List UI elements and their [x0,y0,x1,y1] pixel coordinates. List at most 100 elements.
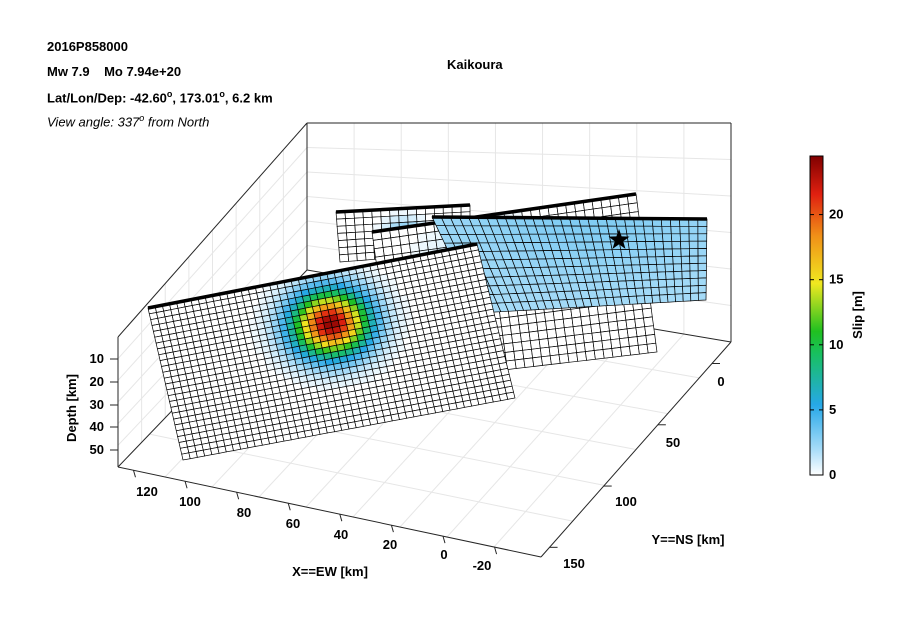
z-tick-label: 40 [90,419,104,434]
x-tick-label: 40 [334,527,348,542]
z-axis-label: Depth [km] [64,374,79,442]
slip-patch [672,255,682,265]
slip-patch [611,347,623,358]
colorbar-tick-label: 0 [829,467,836,482]
slip-patch [355,245,366,254]
slip-patch [398,214,409,223]
slip-patch [679,233,690,242]
slip-patch [663,256,674,265]
x-tick-label: 80 [237,505,251,520]
axis-ticks: 120 100 80 60 40 20 0 -20 0 50 100 150 10 20 30 40 50 [90,351,725,573]
slip-patch [697,255,707,264]
slip-patch [654,248,665,258]
slip-patch [689,277,699,287]
slip-patch [562,317,574,329]
slip-patch [364,237,375,247]
slip-patch [671,240,682,250]
slip-patch [505,391,516,400]
slip-patch [622,264,634,274]
slip-patch [606,312,618,323]
slip-patch [600,330,612,342]
slip-patch [417,240,429,252]
slip-patch [585,350,596,361]
event-id: 2016P858000 [47,39,128,54]
slip-patch [651,294,661,304]
x-tick-label: 0 [440,547,447,562]
slip-patch [646,342,658,354]
slip-patch [565,334,576,346]
slip-patch [635,326,647,337]
slip-patch [602,348,614,359]
slip-patch [535,312,546,323]
slip-patch [697,233,708,242]
slip-patch [556,336,568,347]
slip-patch [640,271,651,281]
slip-patch [688,233,699,242]
slip-patch [365,251,376,261]
slip-patch [647,256,657,265]
slip-patch [346,231,357,241]
slip-patch [636,335,648,346]
slip-patch [573,333,585,345]
slip-patch [510,324,521,335]
slip-patch [697,240,708,249]
hypocenter-star-icon [608,229,630,249]
slip-patch [665,278,675,288]
slip-patch [681,278,691,287]
slip-patch [680,255,691,265]
slip-patch [592,340,604,351]
colorbar-label: Slip [m] [850,291,865,339]
slip-patch [355,238,366,247]
fault-plane-0 [147,242,516,461]
slip-patch [356,252,367,262]
slip-patch [697,225,708,235]
slip-patch [621,256,633,266]
slip-patch [670,233,681,242]
colorbar-tick-label: 20 [829,207,843,222]
slip-patch [537,329,549,340]
slip-patch [346,239,357,248]
y-tick-label: 100 [615,494,637,509]
slip-patch [637,248,648,258]
slip-patch [634,225,645,235]
slip-patch [347,253,358,262]
slip-patch [547,337,559,348]
slip-patch [607,225,619,235]
slip-patch [598,313,609,324]
slip-patch [665,271,675,280]
slip-patch [580,315,592,326]
chart-title: Kaikoura [447,57,503,72]
slip-patch [642,307,653,319]
slip-patch [567,352,579,363]
slip-patch [532,356,543,367]
slip-patch [690,292,699,302]
slip-patch [522,348,533,360]
slip-patch [626,233,638,243]
slip-patch [697,248,707,257]
slip-patch [611,249,623,258]
slip-patch [514,358,526,369]
slip-patch [625,318,637,330]
slip-patch [661,225,672,235]
slip-patch [337,239,348,249]
fault-trace [371,192,637,234]
slip-patch [670,225,681,235]
slip-patch [659,294,669,303]
slip-patch [508,315,520,327]
slip-patch [673,278,683,287]
x-tick-label: -20 [473,558,492,573]
fault-trace [335,203,471,214]
slip-patch [581,324,593,335]
slip-patch [390,236,402,247]
slip-patch [590,323,602,334]
x-tick-label: 120 [136,484,158,499]
slip-patch [645,334,657,345]
slip-patch [656,263,666,273]
x-tick-label: 100 [179,494,201,509]
slip-patch [649,279,660,289]
magnitude-line: Mw 7.9 Mo 7.94e+20 [47,64,181,79]
slip-patch [571,316,583,328]
slip-patch [536,320,548,332]
slip-patch [635,233,646,242]
